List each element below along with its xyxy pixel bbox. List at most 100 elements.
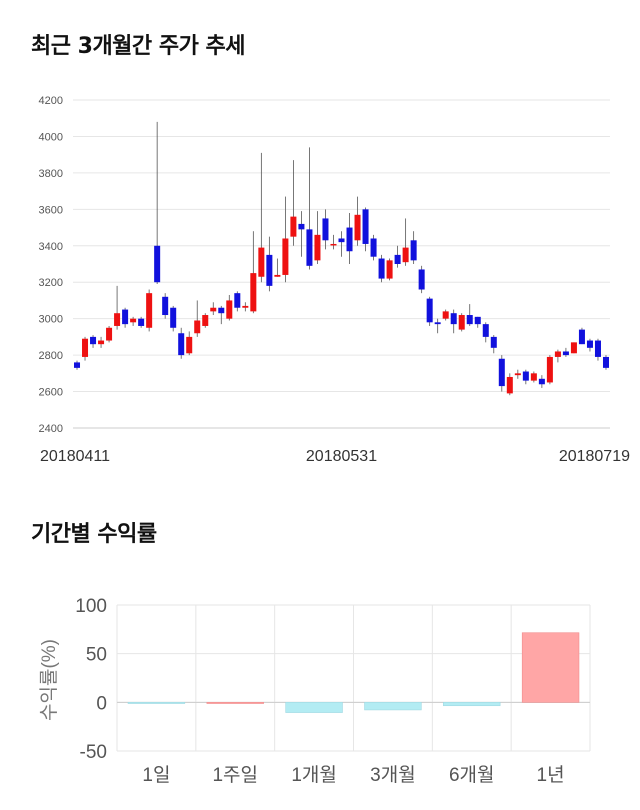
candle-down	[90, 336, 97, 345]
x-tick-label: 20180719	[559, 448, 630, 465]
candle-down	[586, 340, 593, 348]
candle-down	[170, 307, 177, 328]
candle-down	[338, 238, 345, 243]
y-tick-label: 4200	[39, 95, 63, 107]
candle-down	[122, 309, 129, 325]
x-tick-label: 1개월	[291, 764, 337, 786]
candle-up	[442, 311, 449, 319]
candle-down	[578, 329, 585, 345]
candle-up	[82, 338, 89, 357]
candle-up	[530, 373, 537, 381]
candle-up	[186, 336, 193, 354]
y-tick-label: 2400	[39, 423, 63, 435]
x-tick-label: 3개월	[370, 764, 416, 786]
candle-down	[298, 223, 305, 230]
candle-up	[546, 356, 553, 383]
candle-up	[282, 238, 289, 275]
bar-positive	[521, 632, 580, 703]
candle-down	[378, 258, 385, 279]
y-tick-label: 50	[86, 645, 107, 666]
y-tick-label: 4000	[39, 131, 63, 143]
candle-up	[330, 243, 337, 246]
candle-up	[274, 274, 281, 277]
candle-up	[114, 313, 121, 326]
candle-down	[562, 351, 569, 356]
candle-down	[434, 322, 441, 325]
candle-up	[106, 327, 113, 341]
candle-up	[258, 247, 265, 277]
candle-up	[314, 234, 321, 261]
candle-down	[538, 378, 545, 385]
candle-up	[554, 351, 561, 357]
y-tick-label: 3000	[39, 314, 63, 326]
candle-down	[410, 240, 417, 261]
y-tick-label: 2600	[39, 387, 63, 399]
candle-up	[506, 376, 513, 394]
candle-down	[138, 318, 145, 326]
x-tick-label: 20180531	[306, 448, 377, 465]
candle-down	[74, 362, 81, 368]
period-return-title: 기간별 수익률	[31, 522, 157, 547]
candle-up	[194, 320, 201, 334]
y-axis-label: 수익률(%)	[38, 639, 60, 721]
y-tick-label: 3200	[39, 277, 63, 289]
y-tick-label: 3600	[39, 204, 63, 216]
candle-down	[450, 313, 457, 325]
candle-down	[266, 254, 273, 286]
candle-down	[394, 254, 401, 264]
candle-up	[130, 318, 137, 323]
y-tick-label: 3800	[39, 168, 63, 180]
candle-up	[210, 307, 217, 312]
candle-down	[218, 307, 225, 314]
candle-down	[154, 245, 161, 283]
y-tick-label: 3400	[39, 241, 63, 253]
candle-down	[426, 298, 433, 323]
candle-down	[306, 229, 313, 266]
bar-positive	[206, 702, 264, 704]
bar-negative	[364, 702, 422, 711]
candle-up	[354, 214, 361, 241]
candle-down	[466, 315, 473, 325]
y-tick-label: 2800	[39, 350, 63, 362]
y-tick-label: -50	[80, 742, 107, 763]
candle-up	[146, 293, 153, 328]
y-tick-label: 100	[75, 596, 107, 617]
candle-up	[386, 260, 393, 279]
candle-up	[250, 273, 257, 312]
candle-down	[594, 340, 601, 357]
y-tick-label: 0	[96, 693, 107, 714]
candle-up	[98, 340, 105, 345]
candle-up	[402, 247, 409, 263]
candle-up	[242, 305, 249, 308]
candle-up	[570, 342, 577, 354]
bar-negative	[443, 702, 501, 707]
candle-down	[474, 316, 481, 325]
candle-down	[602, 356, 609, 368]
x-tick-label: 6개월	[449, 764, 495, 786]
candle-up	[290, 216, 297, 237]
candle-down	[178, 333, 185, 356]
candle-down	[370, 238, 377, 257]
candle-down	[162, 296, 169, 316]
bar-negative	[127, 702, 186, 704]
candle-down	[498, 358, 505, 387]
candlestick-chart: 2400 2600 2800 3000 3200 3400 3600 3800 4000 4200…	[39, 95, 631, 465]
candle-down	[346, 227, 353, 252]
candle-down	[362, 209, 369, 244]
candle-down	[482, 324, 489, 337]
candle-up	[202, 315, 209, 326]
bar-negative	[285, 702, 343, 713]
candle-up	[514, 373, 521, 376]
price-trend-title: 최근 3개월간 주가 추세	[31, 34, 245, 59]
candle-up	[226, 300, 233, 319]
candle-down	[490, 336, 497, 348]
candle-down	[234, 293, 241, 308]
candle-down	[322, 218, 329, 241]
candle-up	[458, 315, 465, 330]
x-tick-label: 1년	[537, 764, 565, 786]
x-tick-label: 20180411	[40, 448, 110, 465]
x-tick-label: 1일	[142, 764, 170, 786]
x-tick-label: 1주일	[212, 764, 258, 786]
candle-down	[522, 371, 529, 381]
